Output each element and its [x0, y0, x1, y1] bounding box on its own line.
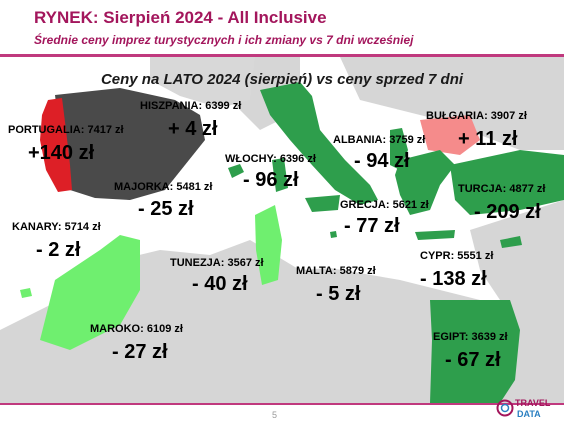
label-kanary: KANARY: 5714 zł	[12, 221, 101, 233]
label-malta: MALTA: 5879 zł	[296, 265, 376, 277]
crete-shape	[415, 230, 455, 240]
sicily-shape	[305, 195, 340, 212]
change-grecja: - 77 zł	[344, 215, 400, 237]
majorca-shape	[228, 164, 244, 178]
change-tunezja: - 40 zł	[192, 273, 248, 295]
slide-header: RYNEK: Sierpień 2024 - All Inclusive Śre…	[0, 0, 564, 58]
change-turcja: - 209 zł	[474, 201, 541, 223]
portugal-shape	[40, 98, 72, 192]
label-maroko: MAROKO: 6109 zł	[90, 323, 183, 335]
sardinia-shape	[272, 158, 288, 192]
france-land	[150, 57, 255, 108]
label-majorka: MAJORKA: 5481 zł	[114, 181, 213, 193]
header-divider	[0, 54, 564, 57]
map-title: Ceny na LATO 2024 (sierpień) vs ceny spr…	[100, 71, 464, 88]
change-malta: - 5 zł	[316, 283, 361, 305]
greece-shape	[395, 150, 455, 215]
morocco-shape	[40, 235, 140, 350]
logo-text-data: DATA	[517, 409, 541, 419]
change-albania: - 94 zł	[354, 150, 410, 172]
north-africa-land	[0, 240, 564, 403]
change-wlochy: - 96 zł	[243, 169, 299, 191]
mediterranean-map	[0, 57, 564, 403]
label-albania: ALBANIA: 3759 zł	[333, 134, 426, 146]
change-cypr: - 138 zł	[420, 268, 487, 290]
bulgaria-shape	[420, 115, 480, 155]
turkey-shape	[450, 150, 564, 215]
footer-divider	[0, 403, 564, 405]
slide-title: RYNEK: Sierpień 2024 - All Inclusive	[34, 8, 327, 27]
travel-data-logo: TRAVEL DATA	[496, 398, 551, 419]
change-bulgaria: + 11 zł	[458, 128, 518, 150]
label-turcja: TURCJA: 4877 zł	[458, 183, 546, 195]
canary-islands	[20, 288, 32, 298]
spain-shape	[55, 88, 205, 200]
middle-east-land	[470, 200, 564, 300]
balkans-land	[340, 57, 564, 150]
label-portugalia: PORTUGALIA: 7417 zł	[8, 124, 124, 136]
change-kanary: - 2 zł	[36, 239, 81, 261]
malta-shape	[330, 231, 337, 238]
label-bulgaria: BUŁGARIA: 3907 zł	[426, 110, 527, 122]
change-egipt: - 67 zł	[445, 349, 501, 371]
label-wlochy: WŁOCHY: 6396 zł	[225, 153, 316, 165]
page-number: 5	[272, 410, 278, 420]
cyprus-shape	[500, 236, 522, 248]
label-grecja: GRECJA: 5621 zł	[340, 199, 429, 211]
change-portugalia: +140 zł	[28, 142, 95, 164]
change-majorka: - 25 zł	[138, 198, 194, 220]
logo-text-travel: TRAVEL	[515, 398, 551, 408]
label-hiszpania: HISZPANIA: 6399 zł	[140, 100, 242, 112]
italy-shape	[260, 82, 378, 205]
label-cypr: CYPR: 5551 zł	[420, 250, 494, 262]
egypt-shape	[430, 300, 520, 403]
slide-subtitle: Średnie ceny imprez turystycznych i ich …	[34, 33, 414, 47]
tunisia-shape	[255, 205, 282, 285]
change-maroko: - 27 zł	[112, 341, 168, 363]
change-hiszpania: + 4 zł	[168, 118, 218, 140]
label-egipt: EGIPT: 3639 zł	[433, 331, 508, 343]
label-tunezja: TUNEZJA: 3567 zł	[170, 257, 264, 269]
